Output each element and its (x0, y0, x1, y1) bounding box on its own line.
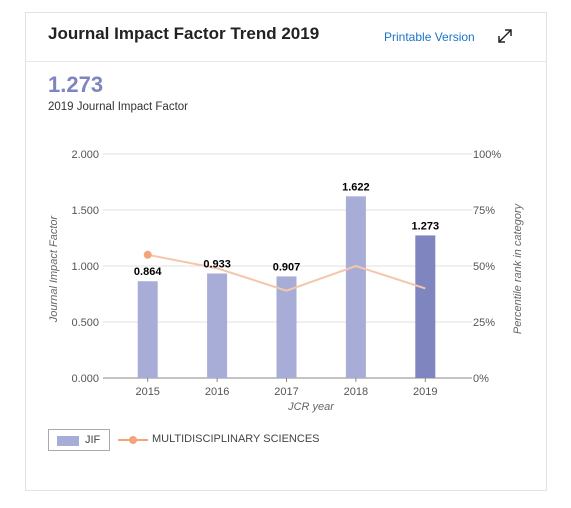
jif-trend-card: Journal Impact Factor Trend 2019 Printab… (25, 12, 547, 491)
y2-axis-title: Percentile rank in category (512, 202, 524, 334)
bar-2019 (415, 235, 436, 378)
bar-2016 (207, 273, 228, 378)
legend-label-jif: JIF (85, 434, 101, 446)
card-title: Journal Impact Factor Trend 2019 (48, 24, 320, 43)
card-header: Journal Impact Factor Trend 2019 Printab… (26, 13, 546, 62)
y-tick-label: 0.500 (71, 317, 99, 329)
y-tick-label: 1.000 (71, 261, 99, 273)
y2-tick-label: 75% (473, 205, 495, 217)
percentile-point-2015 (143, 250, 152, 259)
y-tick-label: 2.000 (71, 149, 99, 161)
x-axis-ticks: 2015 2016 2017 2018 2019 (135, 378, 438, 398)
data-label-2019: 1.273 (412, 220, 440, 232)
y2-tick-label: 0% (473, 373, 489, 385)
jif-label: 2019 Journal Impact Factor (48, 101, 188, 113)
percentile-line-path (147, 253, 426, 292)
x-tick-label: 2017 (274, 386, 298, 398)
legend-item-jif[interactable]: JIF (48, 429, 110, 451)
x-tick-label: 2015 (135, 386, 159, 398)
y-tick-label: 0.000 (71, 373, 99, 385)
x-tick-label: 2016 (205, 386, 229, 398)
legend-swatch-line (118, 436, 148, 444)
bar-2015 (137, 281, 158, 378)
legend-swatch-bar (57, 436, 79, 446)
x-axis-title: JCR year (287, 401, 335, 413)
y2-tick-label: 100% (473, 149, 501, 161)
bars (137, 196, 436, 378)
data-labels: 0.864 0.933 0.907 1.622 1.273 (134, 181, 439, 278)
y-axis-ticks: 0.000 0.500 1.000 1.500 2.000 (71, 149, 99, 385)
data-label-2016: 0.933 (203, 259, 231, 271)
data-label-2015: 0.864 (134, 266, 162, 278)
percentile-line (143, 250, 426, 292)
y-tick-label: 1.500 (71, 205, 99, 217)
jif-trend-chart: 0.864 0.933 0.907 1.622 1.273 0.000 0.500 1.00… (48, 149, 524, 413)
expand-arrows-icon[interactable] (496, 27, 514, 45)
y2-tick-label: 25% (473, 317, 495, 329)
x-tick-label: 2019 (413, 386, 437, 398)
data-label-2017: 0.907 (273, 261, 301, 273)
bar-2017 (276, 276, 297, 378)
y2-tick-label: 50% (473, 261, 495, 273)
y2-axis-ticks: 0% 25% 50% 75% 100% (473, 149, 501, 385)
x-tick-label: 2018 (344, 386, 368, 398)
jif-value: 1.273 (48, 72, 104, 97)
y-axis-title: Journal Impact Factor (48, 214, 60, 323)
bar-2018 (345, 196, 366, 378)
printable-version-link[interactable]: Printable Version (384, 30, 475, 44)
legend-label-category: MULTIDISCIPLINARY SCIENCES (152, 433, 320, 445)
data-label-2018: 1.622 (342, 181, 370, 193)
